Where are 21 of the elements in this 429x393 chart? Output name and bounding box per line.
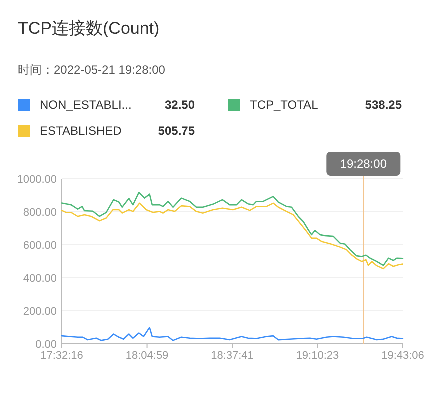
- legend-item: TCP_TOTAL 538.25: [228, 98, 402, 112]
- chart-title: TCP连接数(Count): [18, 19, 160, 38]
- y-tick-label: 400.00: [23, 273, 57, 285]
- legend-item: NON_ESTABLI... 32.50: [18, 98, 195, 112]
- y-tick-label: 0.00: [36, 339, 57, 351]
- legend-item: ESTABLISHED 505.75: [18, 124, 195, 138]
- x-tick-label: 19:10:23: [296, 350, 340, 362]
- y-tick-label: 200.00: [23, 306, 57, 318]
- legend-label: ESTABLISHED: [40, 124, 122, 138]
- x-tick-label: 17:32:16: [40, 350, 84, 362]
- legend-label: NON_ESTABLI...: [40, 98, 132, 112]
- x-tick-label: 19:43:06: [382, 350, 424, 362]
- y-tick-label: 1000.00: [17, 174, 57, 186]
- ref-label: 19:28:00: [326, 152, 401, 176]
- x-tick-label: 18:04:59: [126, 350, 169, 362]
- y-tick-label: 800.00: [23, 207, 57, 219]
- x-tick-label: 18:37:41: [211, 350, 254, 362]
- ref-line-label: 19:28:00: [340, 157, 388, 171]
- y-tick-label: 600.00: [23, 240, 57, 252]
- legend-label: TCP_TOTAL: [250, 98, 319, 112]
- chart-subtitle: 时间：2022-05-21 19:28:00: [18, 63, 166, 77]
